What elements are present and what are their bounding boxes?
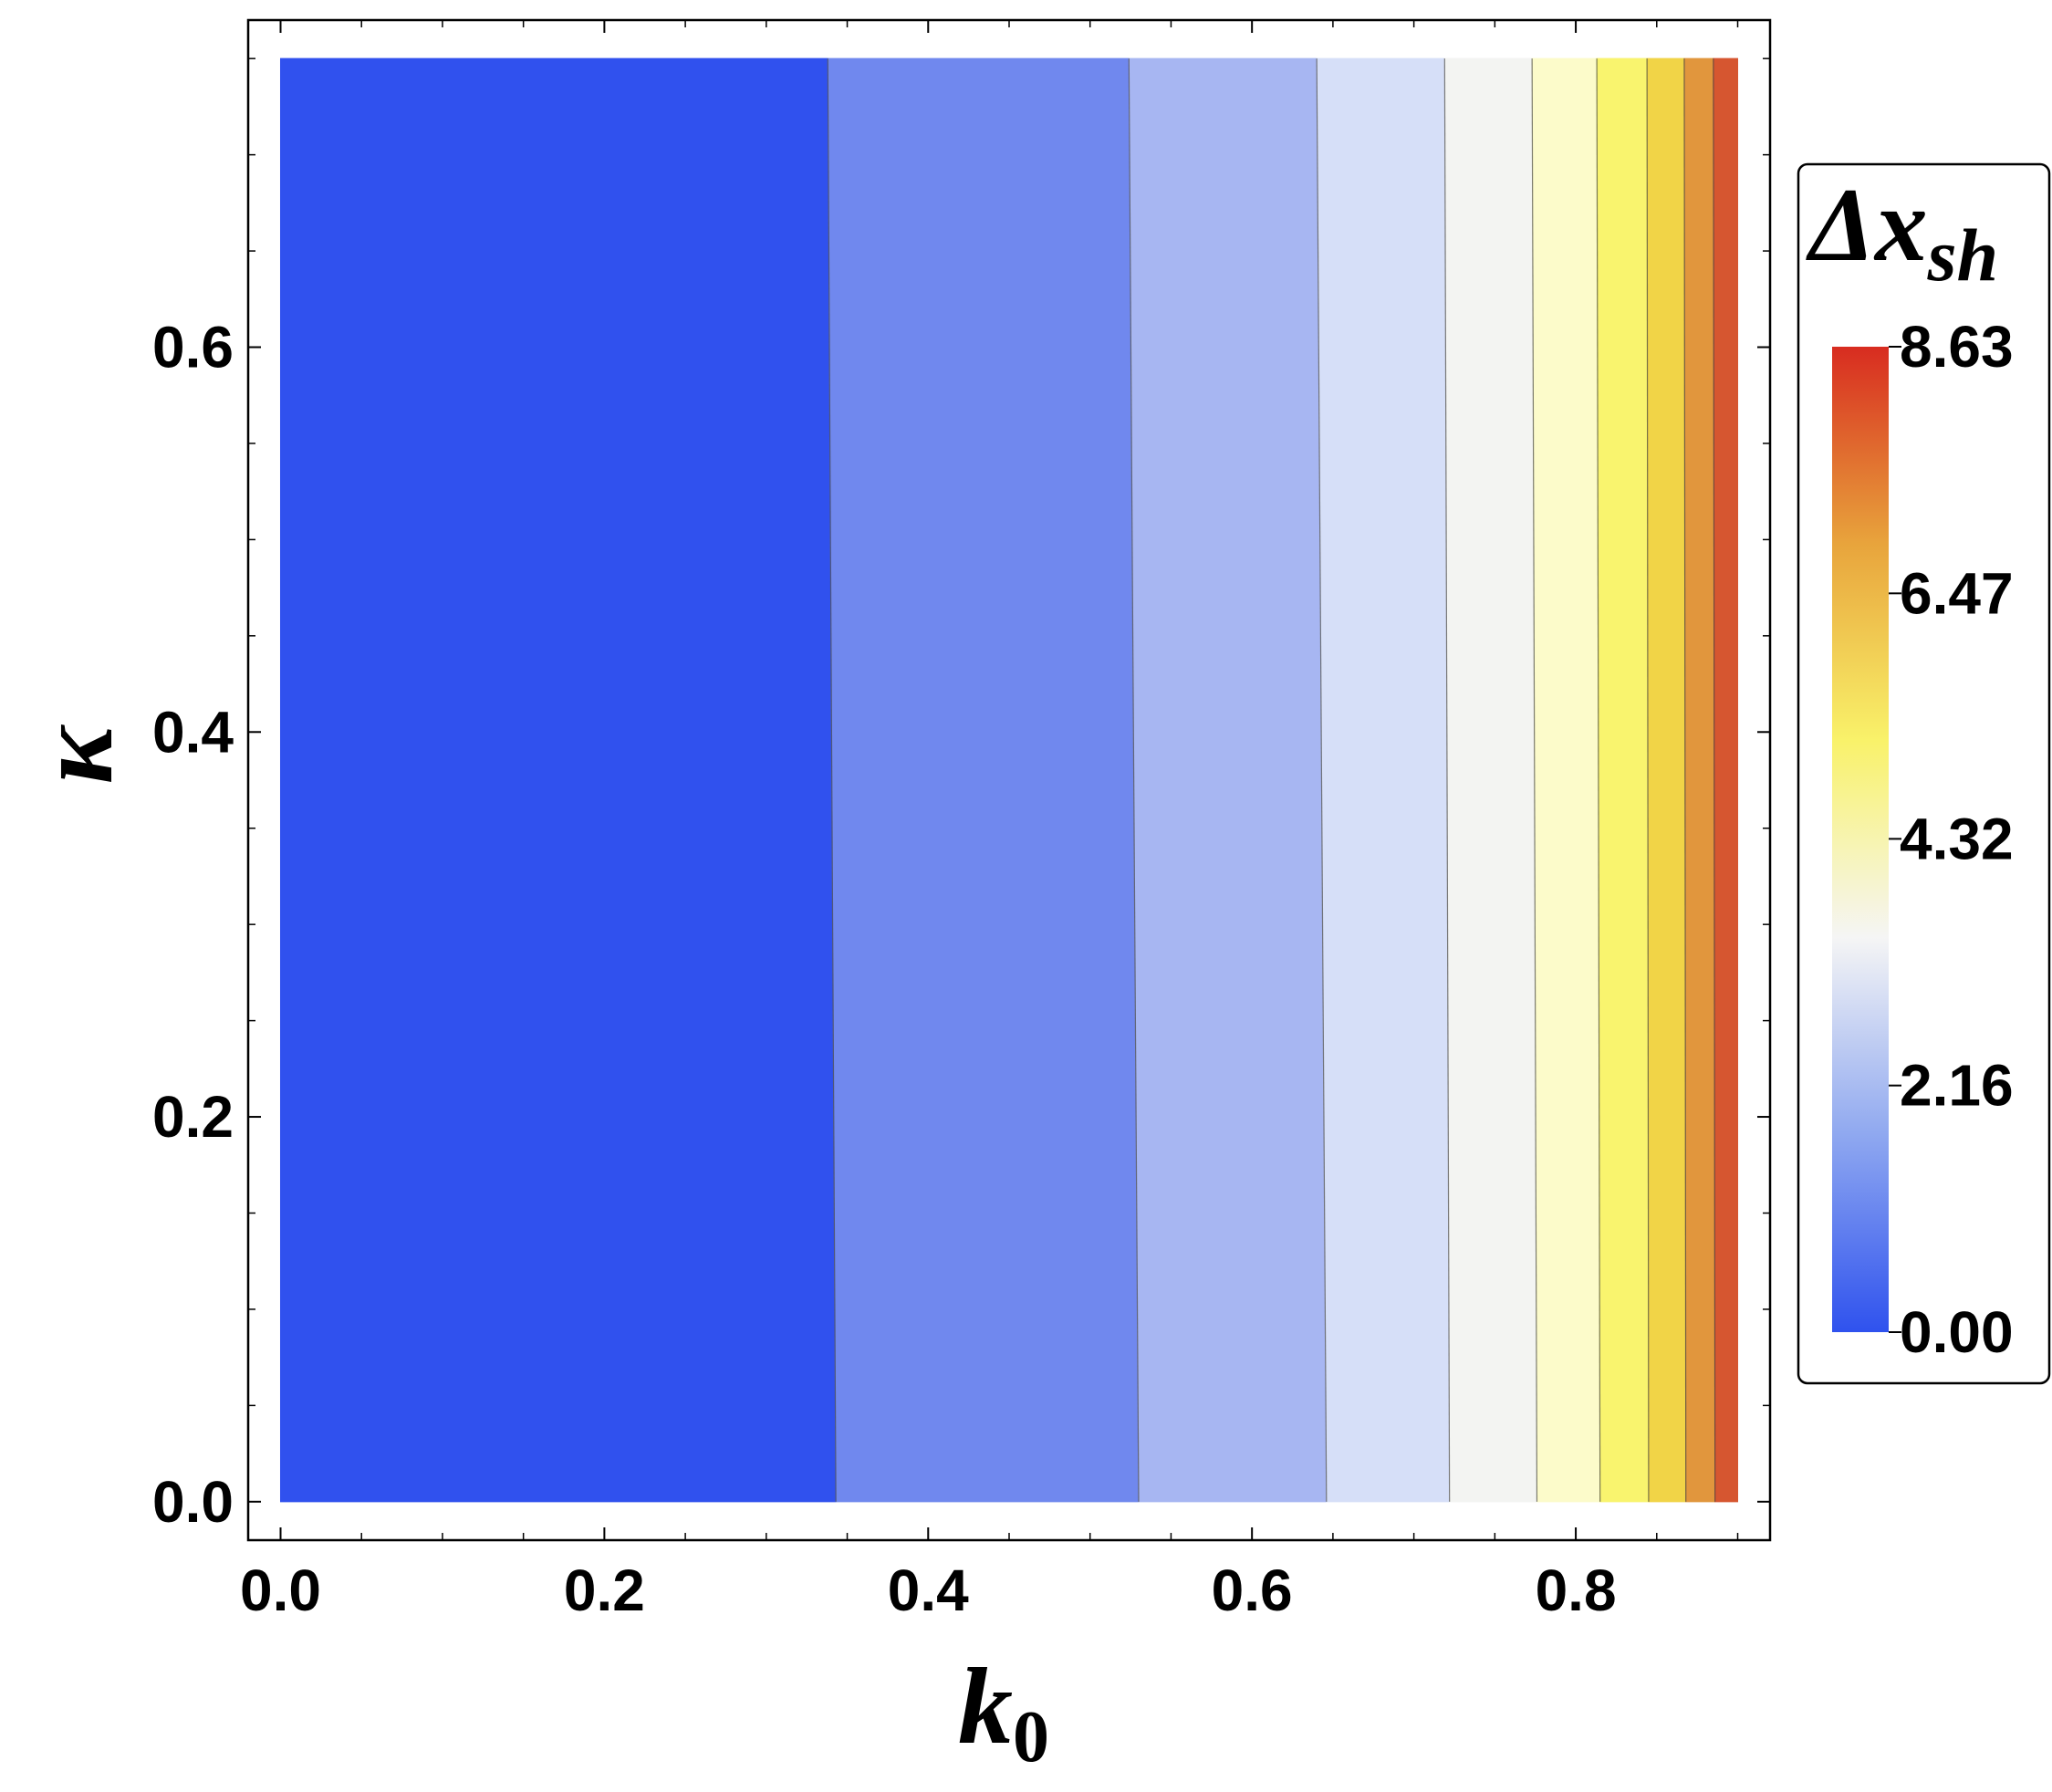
contour-band	[1683, 57, 1716, 1503]
contour-band	[827, 57, 1140, 1503]
contour-line	[1683, 58, 1687, 1502]
legend-tick-label: 0.00	[1900, 1299, 2014, 1365]
y-tick-label: 0.4	[152, 699, 234, 765]
contour-line	[1316, 58, 1328, 1502]
legend-tick-label: 6.47	[1900, 560, 2014, 626]
legend-title: Δxsh	[1806, 167, 1998, 297]
y-axis-label: κ	[14, 724, 135, 785]
contour-line	[1531, 58, 1538, 1502]
legend-tick-label: 4.32	[1900, 806, 2014, 871]
x-tick-label: 0.6	[1212, 1558, 1293, 1623]
legend-title-subscript: sh	[1927, 214, 1999, 297]
legend-ticks: 0.00 2.16 4.32 6.47 8.63	[1889, 314, 2014, 1365]
contour-band	[1316, 57, 1451, 1503]
x-axis-label-subscript: 0	[1013, 1697, 1049, 1777]
y-axis-ticks: 0.0 0.2 0.4 0.6	[152, 57, 1770, 1535]
contour-line	[1443, 58, 1451, 1502]
contour-line	[827, 58, 837, 1502]
legend: Δxsh 0.00 2.16 4.32 6.47 8.63	[1797, 162, 2051, 1385]
y-tick-label: 0.2	[152, 1084, 234, 1150]
contour-band	[1646, 57, 1687, 1503]
contour-line	[1646, 58, 1650, 1502]
x-axis-ticks: 0.0 0.2 0.4 0.6 0.8	[240, 20, 1739, 1623]
y-tick-label: 0.6	[152, 315, 234, 380]
contour-band	[1713, 57, 1739, 1503]
legend-colorbar	[1832, 347, 1889, 1332]
contour-line	[1713, 58, 1716, 1502]
contour-band	[1531, 57, 1601, 1503]
legend-tick-label: 2.16	[1900, 1053, 2014, 1119]
x-tick-label: 0.0	[240, 1558, 321, 1623]
legend-tick-label: 8.63	[1900, 314, 2014, 380]
contour-band	[1596, 57, 1650, 1503]
x-tick-label: 0.8	[1536, 1558, 1617, 1623]
x-tick-label: 0.4	[888, 1558, 969, 1623]
y-tick-label: 0.0	[152, 1469, 234, 1535]
x-tick-label: 0.2	[564, 1558, 645, 1623]
x-axis-label: k0	[958, 1645, 1049, 1777]
contour-line	[1596, 58, 1601, 1502]
contour-line	[1128, 58, 1140, 1502]
contour-band	[1128, 57, 1328, 1503]
contour-bands	[279, 57, 1739, 1503]
contour-band	[279, 57, 837, 1503]
contour-band	[1443, 57, 1537, 1503]
